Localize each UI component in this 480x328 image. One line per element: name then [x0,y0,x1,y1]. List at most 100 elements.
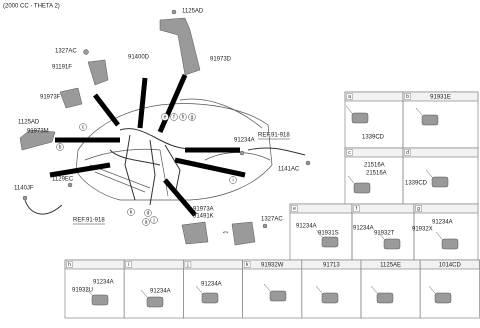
panel-letter-box [66,261,73,268]
panel-letter: e [293,206,296,212]
panel-part-label: 21516A [366,171,387,177]
callout-circle [79,123,87,131]
panel-part-icon [376,292,394,304]
part-label: 1125AD [18,120,40,126]
callout-letter: j [152,218,154,224]
panel-letter-box [243,261,251,268]
panel-part-label: 91931S [318,231,339,237]
panel-part-icon [383,238,401,250]
part-label: 1125AD [182,9,204,15]
panel-part-label: 1339CD [362,135,385,141]
panel-part-leader [435,231,443,240]
panel-header [344,147,404,158]
callout-letter: d [147,211,150,217]
callout-letter: i [232,178,233,184]
panel-header [413,203,479,214]
panel-part-leader [195,285,203,294]
callout-letter: f [173,115,175,121]
panel-letter-box [125,261,132,268]
panel-letter-box [404,93,411,100]
panel-part-leader [415,107,423,116]
panel-part-icon [421,114,439,126]
panel-part-leader [345,105,353,114]
part-label: 91491K [193,214,214,220]
callout-letter: a [145,220,148,226]
panel-part-leader [140,289,148,298]
panel-letter-box [184,261,192,268]
panel-part-label: 91932U [72,288,93,294]
panel-code: 1125AE [380,262,401,268]
part-label: 1327AC [261,217,283,223]
callout-letter: h [182,115,185,121]
part-label: 1327AC [55,49,77,55]
panel-letter: h [68,262,71,268]
panel-part-label: 91234A [201,282,222,288]
callout-letter: e [164,115,167,121]
callout-circle [188,113,196,121]
panel-letter: f [356,206,358,212]
panel-letter-box [415,205,422,212]
panel-part-leader [315,229,323,238]
panel-part-label: 91234A [432,220,453,226]
callout-circle [150,216,158,224]
callout-circle [170,113,178,121]
part-label: 91191F [52,65,72,71]
part-label: 91973F [40,95,61,101]
panel-letter-box [353,205,360,212]
panel-header [183,259,243,270]
panel-part-leader [370,285,378,294]
callout-circle [179,113,187,121]
panel-header [351,203,415,214]
part-label: 91973A [193,207,214,213]
panel-part-icon [441,238,459,250]
panel-letter-box [346,93,353,100]
panel-letter-box [346,149,353,156]
panel-letter: b [406,94,409,100]
panel-code: 91932W [261,262,284,268]
pointer-lines [49,73,246,217]
panel-letter-box [291,205,298,212]
panel-letter: k [246,262,249,268]
panel-part-icon [351,112,369,124]
callout-letter: b [59,145,62,151]
panel-part-icon [431,176,449,188]
panel-part-label: 91234A [353,226,374,232]
panel-part-icon [353,182,371,194]
panel-header [289,203,353,214]
part-label: 91400D [128,55,150,61]
part-label: 91234A [234,138,255,144]
panel-part-icon [146,296,164,308]
panel-part-icon [434,292,452,304]
part-label: 91973D [210,57,232,63]
panel-part-icon [321,292,339,304]
panel-part-icon [201,292,219,304]
part-label: REF.91-918 [258,133,290,139]
panel-code: 91931E [430,94,451,100]
callout-circle [142,218,150,226]
panel-header [64,259,125,270]
panel-part-label: 1339CD [405,181,428,187]
component-shapes: ⇔ [19,9,311,246]
panel-part-label: 91932T [374,231,395,237]
callout-circle [127,208,135,216]
wiring-harness [109,128,201,206]
panel-code: 91713 [323,262,340,268]
panel-header [402,147,479,158]
panel-part-label: 91234A [296,224,317,230]
part-label: 1129EC [52,177,74,183]
panel-header [402,91,479,102]
panel-part-icon [91,294,109,306]
part-label: 1140JF [14,186,34,192]
panel-part-leader [425,169,433,178]
panel-letter-box [404,149,411,156]
panel-letter: c [348,150,351,156]
header-title: (2000 CC - THETA 2) [3,4,60,10]
panel-part-leader [263,283,271,292]
panel-part-leader [315,285,323,294]
panel-part-leader [377,231,385,240]
callout-circle [161,113,169,121]
part-label: REF.91-918 [73,218,105,224]
arrow: ⇔ [221,226,230,236]
panel-part-label: 91234A [93,280,114,286]
